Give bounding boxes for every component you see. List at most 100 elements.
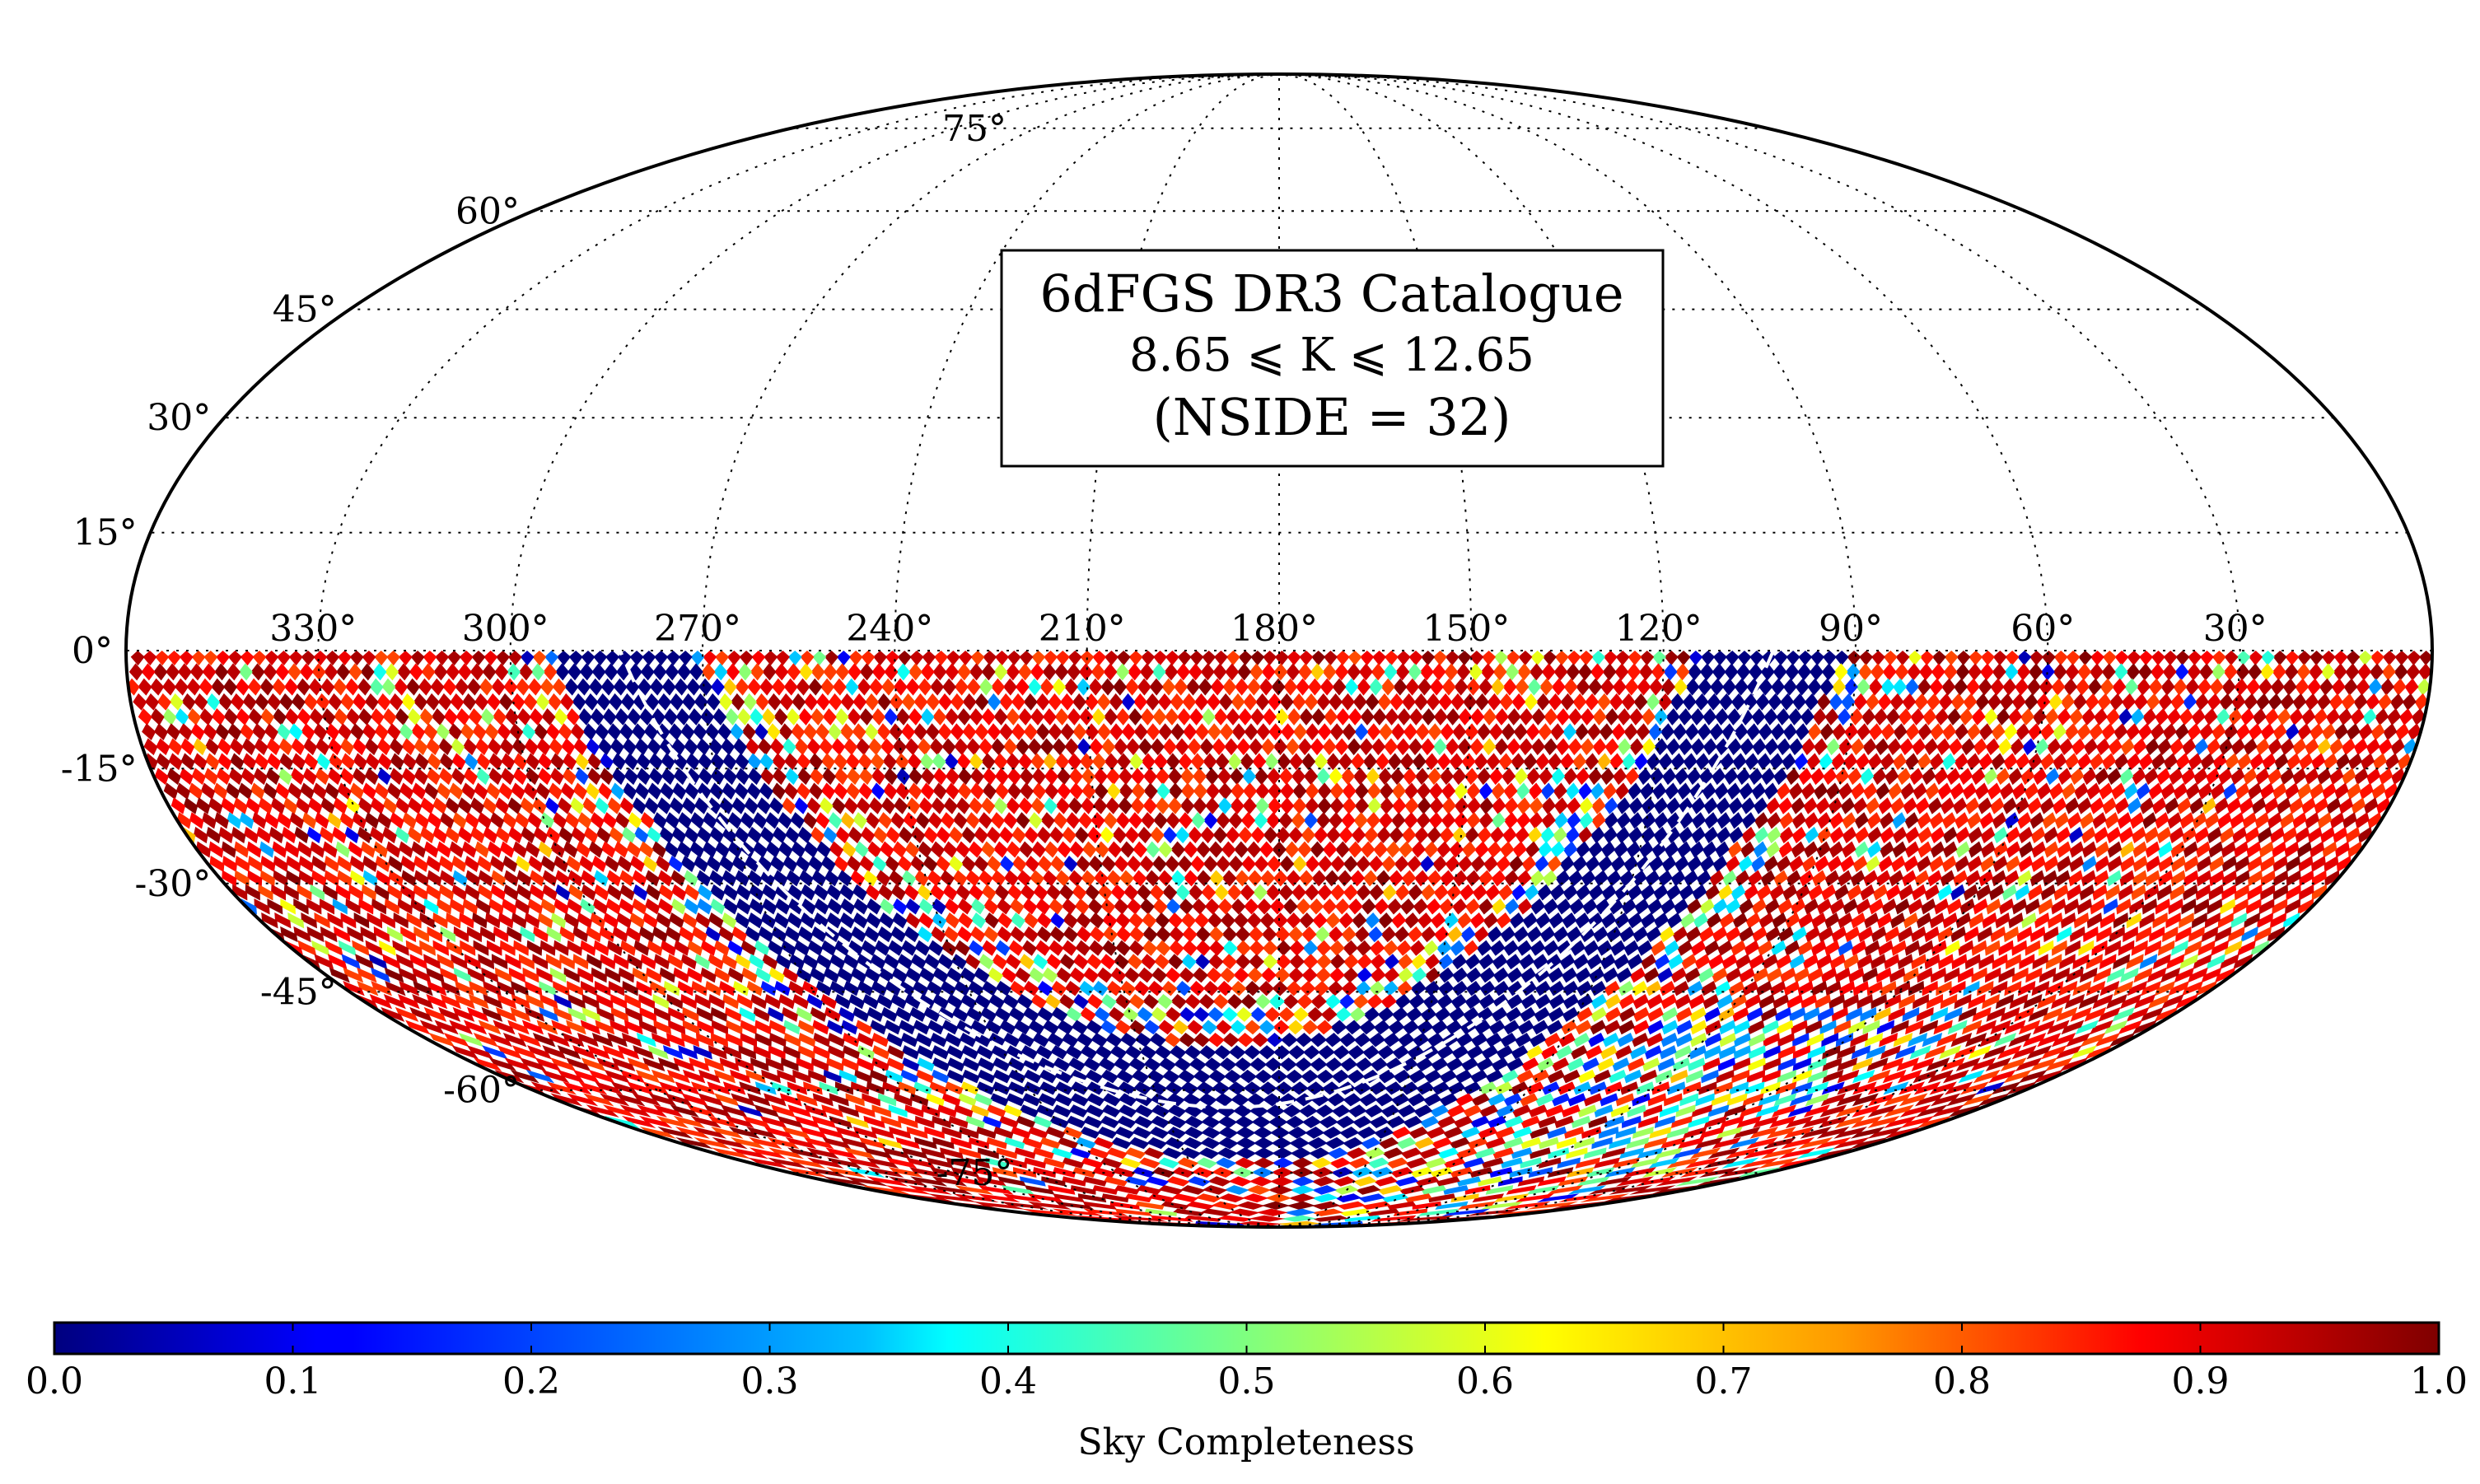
sky-pixel: [591, 856, 607, 873]
sky-pixel: [405, 678, 420, 696]
sky-pixel: [2034, 912, 2050, 929]
sky-pixel: [841, 1020, 858, 1035]
sky-pixel: [1688, 1045, 1707, 1060]
sky-pixel: [1876, 1020, 1894, 1035]
sky-pixel: [1279, 856, 1295, 873]
sky-pixel: [1970, 1057, 1997, 1072]
sky-pixel: [498, 782, 513, 800]
sky-pixel: [1842, 994, 1859, 1010]
sky-pixel: [1071, 1020, 1088, 1035]
sky-pixel: [2366, 768, 2381, 786]
sky-pixel: [646, 967, 662, 983]
sky-pixel: [1151, 1006, 1167, 1022]
sky-pixel: [2199, 723, 2214, 741]
sky-pixel: [1982, 912, 1997, 929]
sky-pixel: [1510, 1081, 1529, 1095]
sky-pixel: [2106, 994, 2127, 1010]
sky-pixel: [937, 693, 953, 711]
sky-pixel: [1482, 738, 1497, 756]
sky-pixel: [2378, 738, 2393, 756]
sky-pixel: [599, 768, 614, 786]
sky-pixel: [1856, 954, 1873, 970]
sky-pixel: [1474, 926, 1489, 943]
sky-pixel: [1316, 954, 1332, 970]
sky-pixel: [633, 1045, 654, 1060]
sky-pixel: [1955, 856, 1969, 873]
sky-pixel: [543, 663, 558, 681]
sky-pixel: [392, 940, 409, 956]
sky-pixel: [1063, 926, 1079, 943]
sky-pixel: [1446, 884, 1462, 901]
sky-pixel: [581, 797, 597, 814]
sky-pixel: [1365, 912, 1380, 929]
sky-pixel: [1542, 870, 1558, 887]
sky-pixel: [794, 738, 809, 756]
sky-pixel: [1553, 663, 1568, 681]
sky-pixel: [759, 678, 774, 696]
sky-pixel: [504, 1057, 532, 1072]
sky-pixel: [1556, 708, 1571, 726]
sky-pixel: [2072, 954, 2090, 970]
sky-pixel: [1055, 797, 1071, 814]
sky-pixel: [1465, 870, 1481, 887]
sky-pixel: [2044, 708, 2059, 726]
sky-pixel: [2137, 723, 2153, 741]
sky-pixel: [2078, 651, 2093, 666]
sky-pixel: [1215, 1020, 1232, 1035]
sky-pixel: [382, 954, 401, 970]
sky-pixel: [2040, 884, 2056, 901]
sky-pixel: [1286, 912, 1301, 929]
sky-pixel: [510, 1006, 531, 1022]
sky-pixel: [864, 926, 880, 943]
sky-pixel: [425, 693, 440, 711]
sky-pixel: [991, 870, 1006, 887]
sky-pixel: [355, 954, 374, 970]
sky-pixel: [1286, 870, 1301, 887]
sky-pixel: [1248, 926, 1264, 943]
sky-pixel: [2107, 841, 2123, 858]
sky-pixel: [303, 753, 319, 771]
sky-pixel: [1193, 912, 1210, 929]
sky-pixel: [1103, 812, 1118, 829]
sky-pixel: [1807, 1045, 1826, 1060]
sky-pixel: [1629, 708, 1644, 726]
sky-pixel: [768, 967, 785, 983]
sky-pixel: [1494, 738, 1509, 756]
sky-pixel: [2132, 841, 2147, 858]
sky-pixel: [2272, 856, 2288, 873]
sky-pixel: [1991, 870, 2006, 887]
sky-pixel: [2068, 826, 2084, 844]
sky-pixel: [974, 994, 991, 1010]
sky-pixel: [1524, 884, 1539, 901]
sky-pixel: [1588, 841, 1604, 858]
sky-pixel: [1885, 708, 1900, 726]
sky-pixel: [247, 678, 262, 696]
sky-pixel: [1105, 797, 1120, 814]
sky-pixel: [835, 826, 850, 844]
sky-pixel: [1151, 856, 1167, 873]
sky-pixel: [1343, 954, 1359, 970]
sky-pixel: [2105, 884, 2121, 901]
sky-pixel: [2338, 797, 2354, 814]
sky-pixel: [1217, 782, 1233, 800]
sky-pixel: [1702, 994, 1719, 1010]
sky-pixel: [2353, 738, 2368, 756]
sky-pixel: [339, 812, 354, 829]
sky-pixel: [760, 870, 776, 887]
sky-pixel: [820, 678, 835, 696]
sky-pixel: [337, 651, 352, 666]
sky-pixel: [1407, 1045, 1424, 1060]
sky-pixel: [739, 1081, 762, 1095]
sky-pixel: [1431, 1057, 1449, 1072]
sky-pixel: [1992, 954, 2008, 970]
sky-pixel: [1370, 1057, 1388, 1072]
sky-pixel: [977, 1069, 996, 1084]
sky-pixel: [739, 651, 754, 666]
sky-pixel: [2070, 926, 2085, 943]
sky-pixel: [1646, 1020, 1664, 1035]
sky-pixel: [2119, 768, 2134, 786]
sky-pixel: [1241, 856, 1256, 873]
sky-pixel: [2174, 967, 2194, 983]
sky-pixel: [1112, 826, 1127, 844]
sky-pixel: [1513, 926, 1529, 943]
